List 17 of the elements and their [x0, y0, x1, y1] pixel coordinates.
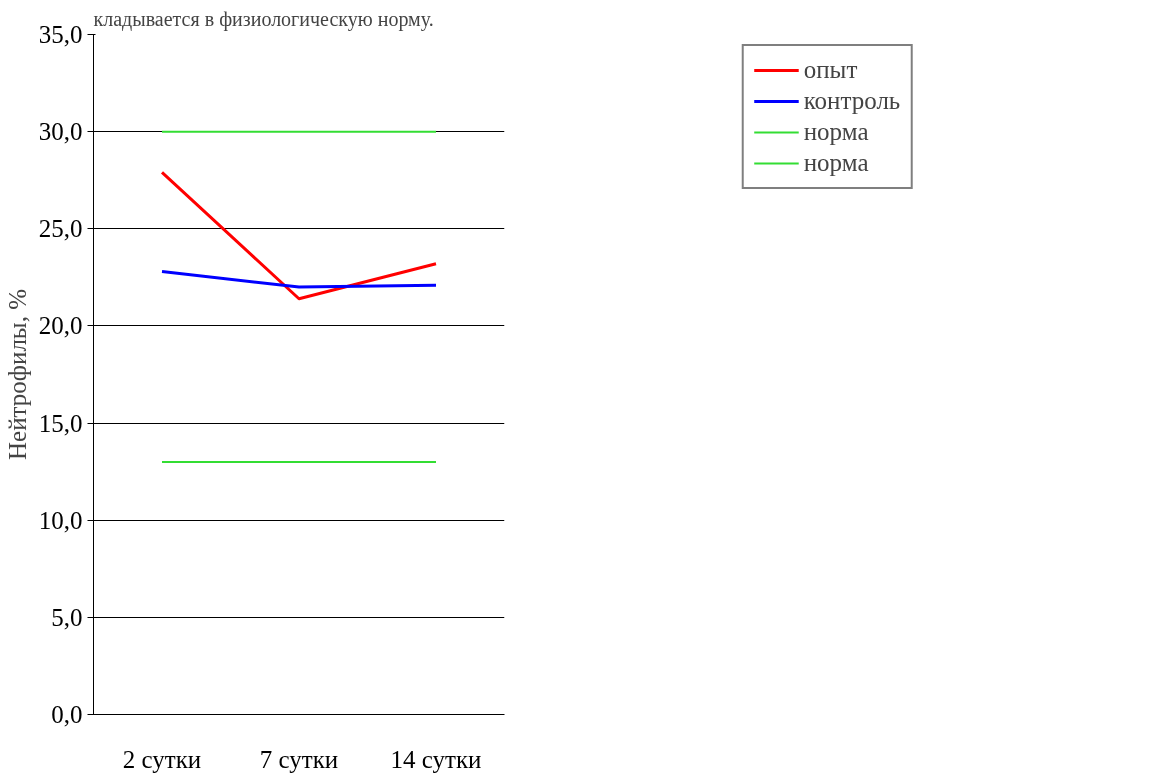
y-tick-label: 10,0 [38, 506, 83, 534]
y-tick-label: 35,0 [38, 21, 83, 48]
x-tick-label: 14 сутки [390, 745, 482, 773]
text: кладывается в физиологическую норму. [93, 7, 434, 31]
y-tick-label: 30,0 [38, 118, 83, 146]
y-tick-label: 0,0 [51, 701, 83, 728]
y-tick-label: 15,0 [38, 409, 83, 437]
x-tick-label: 2 сутки [122, 745, 202, 773]
legend-label: норма [803, 149, 869, 177]
y-tick-label: 25,0 [38, 215, 83, 243]
legend-label: контроль [803, 87, 901, 115]
y-tick-label: 20,0 [38, 312, 83, 340]
x-tick-label: 7 сутки [259, 745, 339, 773]
y-axis-title: Нейтрофилы, % [3, 289, 31, 460]
legend-label: опыт [803, 56, 858, 84]
y-tick-label: 5,0 [51, 603, 83, 631]
legend-label: норма [803, 118, 869, 146]
